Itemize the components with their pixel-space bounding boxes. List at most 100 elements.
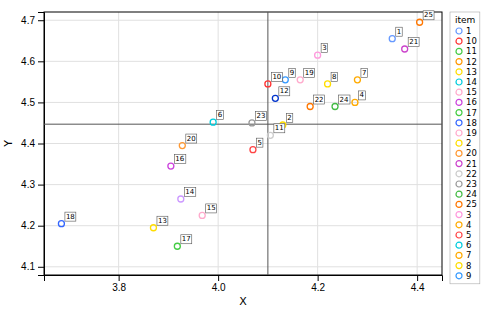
- legend-label: 7: [466, 250, 471, 260]
- x-tick-mark: [318, 275, 319, 281]
- point-label-box: [396, 27, 402, 36]
- point-label: 16: [174, 155, 185, 164]
- point: [297, 77, 303, 83]
- point-label-text: 13: [158, 217, 167, 225]
- point-label-box: [304, 68, 315, 77]
- legend-entry: 14: [456, 77, 477, 87]
- point-label-text: 1: [397, 28, 401, 36]
- point-label: 3: [321, 44, 327, 53]
- point-label-box: [186, 134, 197, 143]
- point-label-box: [271, 72, 282, 81]
- point-label-text: 9: [290, 69, 294, 77]
- point-label: 14: [184, 187, 195, 196]
- legend-entry: 16: [456, 97, 477, 107]
- legend-marker: [456, 38, 462, 44]
- legend-entry: 10: [456, 36, 477, 46]
- legend: item110111213141516171819220212223242534…: [450, 12, 480, 284]
- point-label-text: 11: [275, 124, 284, 132]
- point: [354, 77, 360, 83]
- point-label-text: 18: [66, 213, 75, 221]
- legend-entry: 7: [456, 250, 471, 260]
- point-label-text: 25: [424, 11, 433, 19]
- point-label-box: [361, 68, 367, 77]
- point-label-box: [174, 155, 185, 164]
- point-label-box: [331, 72, 337, 81]
- x-tick-label: 4.4: [411, 282, 425, 293]
- legend-label: 16: [466, 97, 477, 107]
- legend-entry: 21: [456, 159, 477, 169]
- x-tick: 4.4: [411, 275, 425, 293]
- point-label-box: [181, 235, 192, 244]
- x-tick-mark: [218, 275, 219, 281]
- legend-marker: [456, 48, 462, 54]
- x-tick-mark: [417, 275, 418, 281]
- x-tick-label: 3.8: [112, 282, 126, 293]
- grid-line-y: [44, 143, 442, 144]
- point-label-text: 12: [280, 87, 289, 95]
- grid: [44, 12, 442, 275]
- legend-entry: 20: [456, 148, 477, 158]
- legend-entry: 5: [456, 230, 471, 240]
- point-label-text: 15: [207, 204, 216, 212]
- legend-marker: [456, 89, 462, 95]
- y-tick-mark: [38, 102, 44, 103]
- point-label: 22: [314, 95, 325, 104]
- legend-label: 21: [466, 159, 477, 169]
- y-axis: 4.14.24.34.44.54.64.7: [21, 13, 44, 276]
- y-tick-label: 4.2: [21, 220, 35, 231]
- y-tick-label: 4.1: [21, 261, 35, 272]
- point-label-box: [65, 212, 76, 221]
- point: [210, 119, 216, 125]
- point-label: 10: [271, 72, 282, 81]
- legend-entry: 24: [456, 189, 477, 199]
- legend-marker: [456, 222, 462, 228]
- y-tick-label: 4.3: [21, 179, 35, 190]
- point-label-text: 17: [182, 235, 191, 243]
- legend-entry: 13: [456, 67, 477, 77]
- legend-marker: [456, 59, 462, 65]
- point-label-text: 7: [362, 69, 366, 77]
- x-tick-label: 4.0: [212, 282, 226, 293]
- legend-entry: 17: [456, 108, 477, 118]
- legend-marker: [456, 232, 462, 238]
- legend-label: 14: [466, 77, 477, 87]
- legend-marker: [456, 161, 462, 167]
- point-label-text: 6: [218, 111, 223, 119]
- point-label-box: [255, 111, 266, 120]
- point-label-box: [358, 91, 365, 100]
- x-axis-title: X: [239, 295, 247, 308]
- y-tick-mark: [38, 185, 44, 186]
- legend-marker: [456, 252, 462, 258]
- point-label-box: [321, 44, 327, 53]
- point-label-box: [314, 95, 325, 104]
- x-tick-label: 4.2: [311, 282, 325, 293]
- legend-entry: 19: [456, 128, 477, 138]
- point: [199, 212, 205, 218]
- legend-entry: 25: [456, 199, 477, 209]
- legend-entry: 22: [456, 169, 477, 179]
- point-label: 23: [255, 111, 266, 120]
- point-label: 15: [206, 204, 217, 213]
- legend-marker: [456, 181, 462, 187]
- x-tick-mark: [119, 275, 120, 281]
- point: [307, 104, 313, 110]
- x-tick: 4.0: [212, 275, 226, 293]
- legend-marker: [456, 99, 462, 105]
- point-label: 1: [396, 27, 402, 36]
- point-label-box: [256, 138, 262, 147]
- point-label-box: [184, 187, 195, 196]
- legend-entry: 8: [456, 261, 471, 271]
- legend-title: item: [455, 15, 475, 25]
- plot-frame: [44, 12, 442, 275]
- marks: [44, 12, 442, 275]
- point: [249, 120, 255, 126]
- legend-label: 23: [466, 179, 477, 189]
- legend-marker: [456, 171, 462, 177]
- legend-marker: [456, 201, 462, 207]
- y-tick: 4.2: [21, 220, 44, 231]
- chart: 3.84.04.24.44.14.24.34.44.54.64.71234567…: [0, 0, 500, 309]
- point-label-box: [408, 37, 419, 46]
- legend-label: 10: [466, 36, 477, 46]
- point: [332, 104, 338, 110]
- legend-label: 18: [466, 118, 477, 128]
